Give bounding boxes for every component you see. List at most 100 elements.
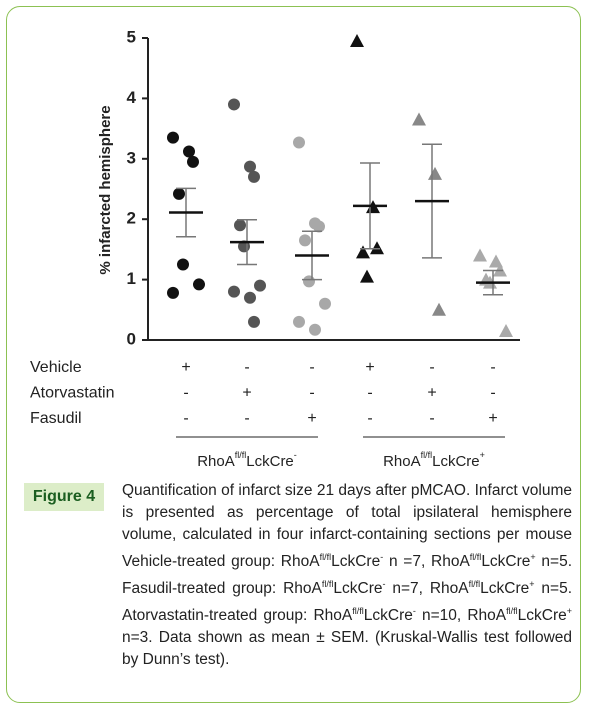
data-point <box>228 98 240 111</box>
data-point <box>244 291 256 304</box>
genotype-text: RhoA <box>383 453 421 470</box>
treatment-sign: - <box>490 385 495 402</box>
caption-sup: - <box>382 579 386 590</box>
data-point <box>187 155 199 168</box>
y-tick-label: 2 <box>127 209 136 228</box>
treatment-label: Vehicle <box>30 359 82 376</box>
data-point <box>193 278 205 291</box>
treatment-sign: + <box>488 410 497 427</box>
genotype-label: RhoAfl/flLckCre- <box>197 450 297 470</box>
caption-text: n=7, RhoA <box>385 580 469 598</box>
caption-text: n=3. Data shown as mean ± SEM. (Kruskal-… <box>122 629 572 669</box>
caption-sup: fl/fl <box>468 579 481 590</box>
treatment-sign: - <box>309 359 314 376</box>
data-point <box>303 275 315 288</box>
caption-text: LckCre <box>481 553 531 571</box>
treatment-sign: - <box>490 359 495 376</box>
treatment-sign: - <box>244 410 249 427</box>
genotype-text: LckCre <box>432 453 480 470</box>
data-point <box>293 315 305 328</box>
treatment-sign: + <box>242 385 251 402</box>
caption-sup: fl/fl <box>321 579 334 590</box>
caption-text: LckCre <box>363 607 413 625</box>
treatment-sign: - <box>367 385 372 402</box>
data-point <box>234 219 246 232</box>
data-point <box>248 315 260 328</box>
genotype-sup: fl/fl <box>235 450 247 460</box>
genotype-label: RhoAfl/flLckCre+ <box>383 450 485 470</box>
y-axis-label: % infarcted hemisphere <box>97 105 114 274</box>
y-tick-label: 4 <box>127 88 137 107</box>
treatment-sign: - <box>429 359 434 376</box>
caption-text: LckCre <box>331 553 381 571</box>
caption-sup: + <box>566 606 572 617</box>
data-point <box>499 323 513 337</box>
genotype-sup: fl/fl <box>421 450 433 460</box>
data-point <box>432 302 446 316</box>
treatment-sign: - <box>244 359 249 376</box>
y-tick-label: 0 <box>127 329 136 348</box>
data-point <box>319 297 331 310</box>
treatment-sign: - <box>309 385 314 402</box>
caption-text: n =7, RhoA <box>383 553 470 571</box>
data-point <box>248 170 260 183</box>
y-tick-label: 1 <box>127 269 136 288</box>
caption-text: n=5. Atorvastatin-treated group: RhoA <box>122 580 573 625</box>
caption-sup: + <box>530 552 536 562</box>
data-point <box>350 34 364 48</box>
treatment-sign: - <box>429 410 434 427</box>
data-point <box>489 254 503 268</box>
data-point <box>360 269 374 283</box>
caption-text: LckCre <box>333 580 383 598</box>
y-tick-label: 5 <box>127 27 136 46</box>
caption-text: LckCre <box>480 580 530 598</box>
genotype-sup: + <box>480 450 485 460</box>
data-point <box>177 258 189 271</box>
treatment-label: Atorvastatin <box>30 385 114 402</box>
y-tick-label: 3 <box>127 148 136 167</box>
caption-text: n=10, RhoA <box>415 607 507 625</box>
genotype-sup: - <box>294 450 297 460</box>
caption-text: LckCre <box>517 607 567 625</box>
caption-sup: fl/fl <box>469 552 482 562</box>
genotype-text: RhoA <box>197 453 235 470</box>
caption-text: n=5. Fasudil-treated group: RhoA <box>122 553 573 598</box>
caption-text: Quantification of infarct size 21 days a… <box>122 482 572 571</box>
data-point <box>313 220 325 233</box>
data-point <box>167 286 179 299</box>
treatment-sign: + <box>427 385 436 402</box>
data-point <box>254 279 266 292</box>
figure-caption: Quantification of infarct size 21 days a… <box>122 480 572 671</box>
data-point <box>183 145 195 158</box>
genotype-text: LckCre <box>246 453 294 470</box>
data-point <box>173 187 185 200</box>
figure-frame <box>6 6 581 703</box>
treatment-sign: + <box>365 359 374 376</box>
data-point <box>428 166 442 180</box>
chart: % infarcted hemisphere 0 1 2 3 4 5 Vehicle + - - +… <box>30 27 520 470</box>
data-point <box>293 136 305 149</box>
caption-sup: fl/fl <box>506 606 518 617</box>
caption-sup: - <box>380 552 384 562</box>
data-point <box>370 241 384 255</box>
caption-sup: - <box>412 606 416 617</box>
treatment-sign: - <box>183 385 188 402</box>
caption-sup: fl/fl <box>352 606 364 617</box>
treatment-sign: + <box>181 359 190 376</box>
caption-sup: + <box>529 579 535 590</box>
data-point <box>228 285 240 298</box>
data-point <box>244 160 256 173</box>
treatment-label: Fasudil <box>30 410 82 427</box>
caption-sup: fl/fl <box>319 552 332 562</box>
data-point <box>356 245 370 259</box>
treatment-sign: - <box>183 410 188 427</box>
data-point <box>299 234 311 247</box>
treatment-sign: + <box>307 410 316 427</box>
data-point <box>473 248 487 262</box>
figure-label: Figure 4 <box>24 483 104 511</box>
data-point <box>167 131 179 144</box>
data-point <box>309 323 321 336</box>
data-point <box>412 112 426 126</box>
treatment-sign: - <box>367 410 372 427</box>
